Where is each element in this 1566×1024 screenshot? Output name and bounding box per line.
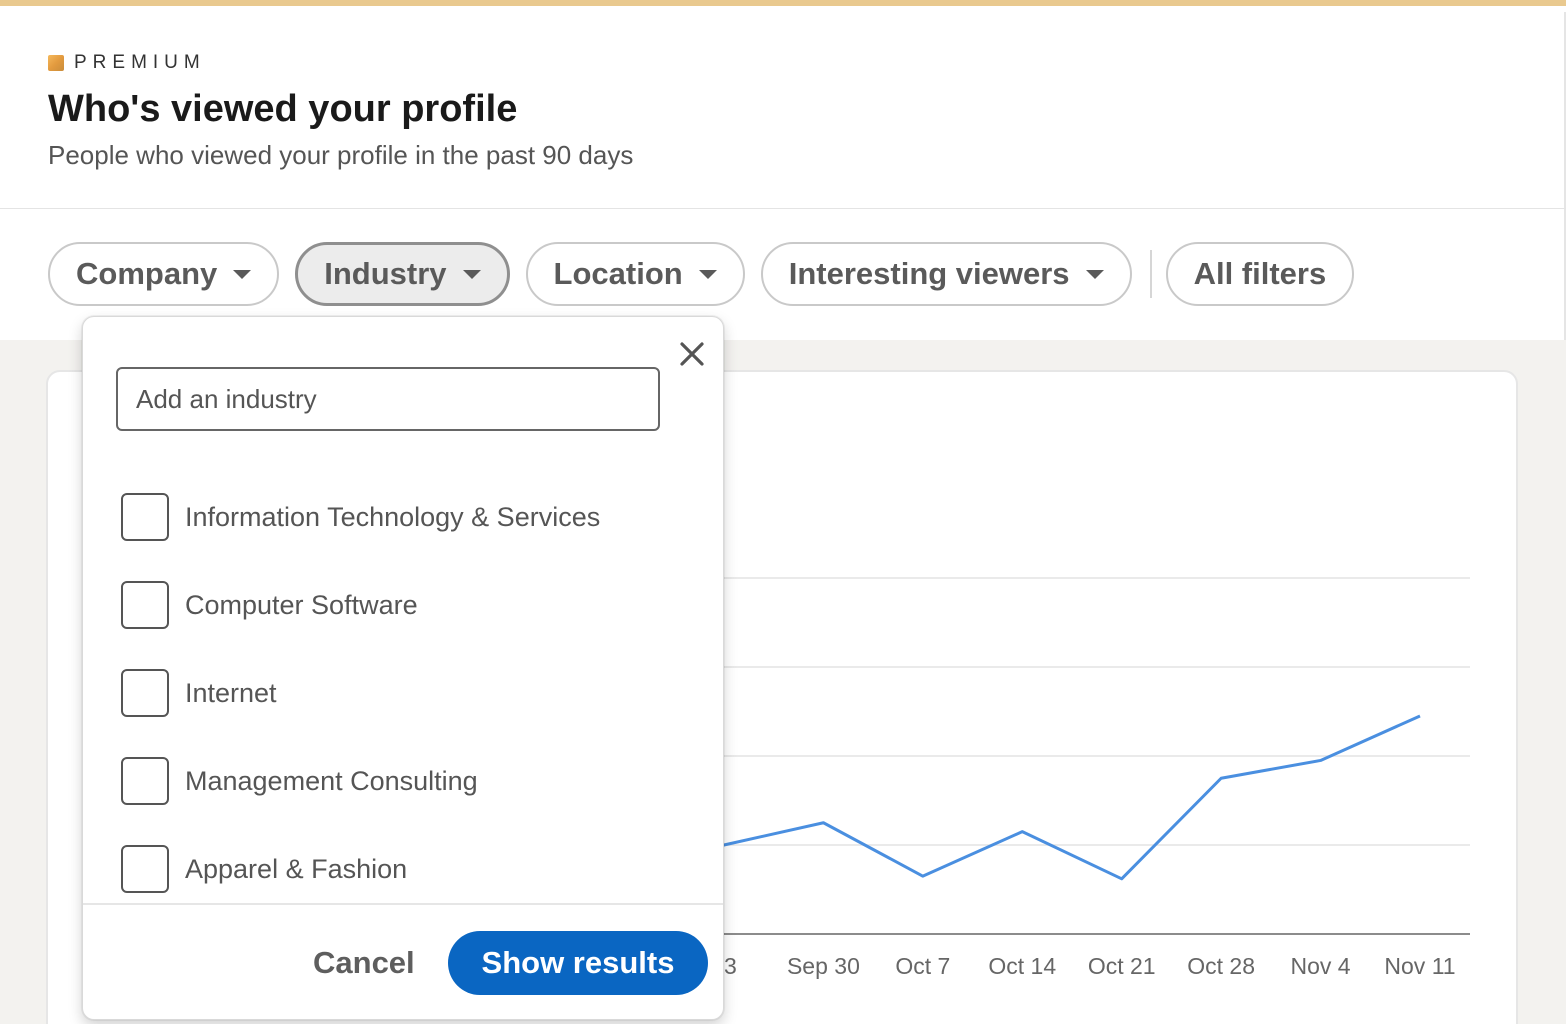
caret-down-icon [462, 269, 481, 279]
premium-badge: PREMIUM [48, 52, 206, 74]
filter-label: Location [553, 256, 683, 291]
close-button[interactable] [675, 337, 709, 371]
option-label: Internet [185, 677, 277, 708]
caret-down-icon [233, 269, 252, 279]
views-line-chart: 23 Sep 30 Oct 7 Oct 14 Oct 21 Oct 28 Nov 4 Nov … [603, 577, 1470, 979]
chart-series [603, 714, 1421, 881]
x-tick-label: Sep 30 [787, 953, 860, 979]
premium-accent-bar [0, 0, 1566, 12]
filter-industry-button[interactable]: Industry [295, 242, 510, 306]
filter-label: Interesting viewers [788, 256, 1070, 291]
page-title: Who's viewed your profile [48, 88, 518, 130]
caret-down-icon [698, 269, 717, 279]
industry-search-input[interactable] [116, 367, 660, 431]
filter-label: Industry [324, 256, 447, 291]
x-tick-label: Oct 14 [988, 953, 1056, 979]
industry-option[interactable]: Internet [121, 649, 277, 737]
option-label: Management Consulting [185, 765, 478, 796]
dropdown-footer-divider [83, 903, 723, 905]
checkbox[interactable] [121, 757, 169, 805]
all-filters-button[interactable]: All filters [1165, 242, 1355, 306]
show-results-button[interactable]: Show results [448, 931, 708, 995]
checkbox[interactable] [121, 493, 169, 541]
industry-filter-dropdown: Information Technology & Services Comput… [82, 316, 724, 1020]
industry-option[interactable]: Information Technology & Services [121, 473, 600, 561]
checkbox[interactable] [121, 581, 169, 629]
chart-tick-labels: 23 Sep 30 Oct 7 Oct 14 Oct 21 Oct 28 Nov 4 Nov … [711, 953, 1455, 979]
header-divider [0, 208, 1566, 209]
close-icon [680, 342, 704, 366]
filter-bar: Company Industry Location Interesting vi… [48, 242, 1370, 306]
x-tick-label: Nov 4 [1291, 953, 1351, 979]
premium-label: PREMIUM [74, 52, 206, 73]
premium-icon [48, 55, 64, 71]
option-label: Information Technology & Services [185, 501, 601, 532]
industry-option[interactable]: Apparel & Fashion [121, 825, 407, 913]
cancel-button[interactable]: Cancel [289, 931, 439, 995]
x-tick-label: Oct 7 [895, 953, 950, 979]
chart-gridlines [648, 577, 1470, 846]
x-tick-label: Nov 11 [1384, 953, 1455, 979]
checkbox[interactable] [121, 669, 169, 717]
filter-location-button[interactable]: Location [525, 242, 745, 306]
filter-interesting-viewers-button[interactable]: Interesting viewers [760, 242, 1132, 306]
filter-company-button[interactable]: Company [48, 242, 280, 306]
series-line [603, 714, 1421, 881]
filter-separator [1149, 250, 1152, 298]
industry-option[interactable]: Management Consulting [121, 737, 478, 825]
filter-label: All filters [1193, 256, 1327, 291]
x-tick-label: Oct 21 [1088, 953, 1156, 979]
industry-option[interactable]: Computer Software [121, 561, 418, 649]
filter-label: Company [76, 256, 218, 291]
x-tick-label: Oct 28 [1187, 953, 1255, 979]
option-label: Apparel & Fashion [185, 853, 408, 884]
caret-down-icon [1085, 269, 1104, 279]
page-subtitle: People who viewed your profile in the pa… [48, 140, 634, 170]
option-label: Computer Software [185, 589, 418, 620]
checkbox[interactable] [121, 845, 169, 893]
